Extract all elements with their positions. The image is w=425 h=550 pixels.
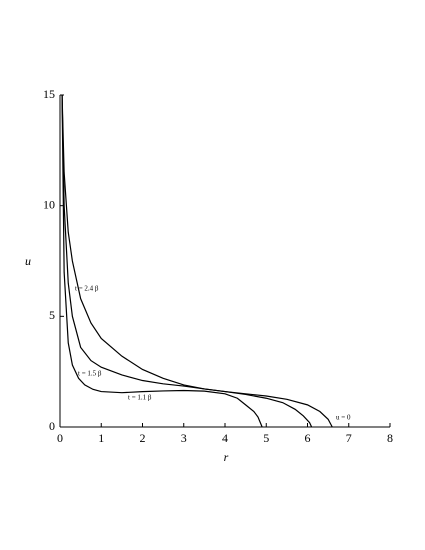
x-tick-label: 0: [57, 431, 63, 445]
y-tick-label: 5: [49, 308, 55, 322]
curve-label: t = 2.4 β: [75, 285, 99, 293]
x-tick-label: 7: [346, 431, 352, 445]
x-tick-label: 2: [140, 431, 146, 445]
x-tick-label: 3: [181, 431, 187, 445]
curve-label: t = 1.1 β: [128, 394, 152, 402]
x-tick-label: 1: [98, 431, 104, 445]
curve: [61, 94, 313, 428]
x-tick-label: 8: [387, 431, 393, 445]
y-tick-label: 15: [43, 87, 55, 101]
annotation: u = 0: [336, 414, 351, 422]
x-tick-label: 6: [305, 431, 311, 445]
x-tick-label: 5: [263, 431, 269, 445]
x-axis-title: r: [224, 450, 229, 464]
y-tick-label: 0: [49, 419, 55, 433]
y-axis-title: u: [25, 254, 31, 268]
curve: [61, 94, 263, 428]
x-tick-label: 4: [222, 431, 228, 445]
curve-label: t = 1.5 β: [78, 370, 102, 378]
y-tick-label: 10: [43, 197, 55, 211]
curve: [61, 94, 333, 428]
